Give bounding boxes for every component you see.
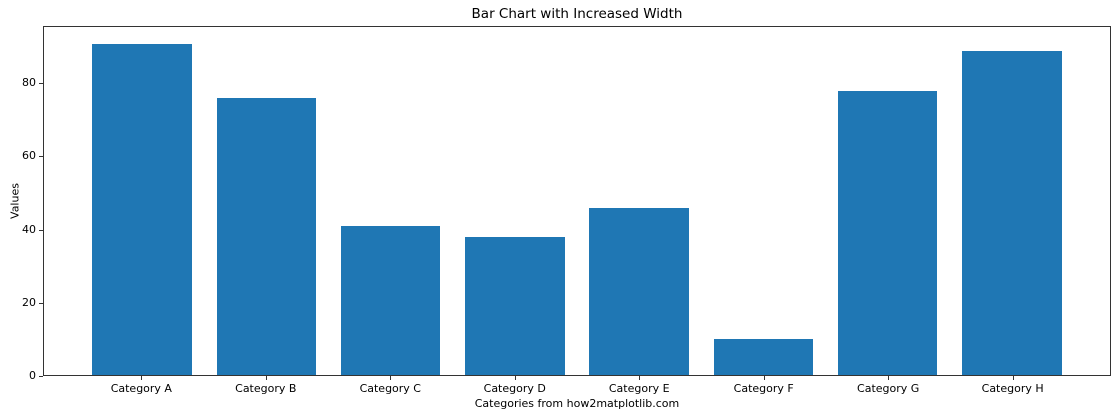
y-tick-mark	[39, 302, 43, 304]
x-tick-label-category-c: Category C	[359, 382, 421, 395]
bar-category-h	[962, 51, 1062, 375]
x-tick-mark	[639, 376, 641, 380]
x-tick-mark	[390, 376, 392, 380]
x-tick-label-category-d: Category D	[483, 382, 546, 395]
y-tick-mark	[39, 376, 43, 377]
chart-title: Bar Chart with Increased Width	[471, 6, 683, 22]
y-tick-mark	[39, 83, 43, 85]
bar-category-b	[216, 98, 317, 375]
x-tick-mark	[141, 376, 143, 380]
x-tick-mark	[1012, 376, 1014, 380]
x-tick-label-category-a: Category A	[110, 382, 172, 395]
y-tick-label-0: 0	[29, 369, 36, 382]
y-tick-label-60: 60	[22, 149, 36, 163]
y-tick-label-20: 20	[22, 295, 36, 309]
bar-category-d	[465, 236, 565, 375]
bar-category-g	[837, 91, 938, 375]
y-axis-label: Values	[8, 183, 22, 219]
y-tick-mark	[39, 156, 43, 158]
x-axis-label: Categories from how2matplotlib.com	[474, 397, 680, 410]
plot-area	[43, 26, 1111, 376]
y-tick-label-40: 40	[22, 222, 36, 236]
x-tick-label-category-h: Category H	[981, 382, 1044, 395]
x-tick-label-category-f: Category F	[733, 382, 794, 395]
x-tick-mark	[514, 376, 516, 380]
x-tick-label-category-b: Category B	[235, 382, 297, 395]
bar-category-a	[92, 43, 192, 375]
bar-category-f	[713, 338, 814, 375]
bar-category-e	[589, 207, 689, 375]
y-tick-mark	[39, 229, 43, 231]
x-tick-mark	[265, 376, 267, 380]
y-tick-label-80: 80	[22, 76, 36, 90]
x-tick-label-category-g: Category G	[857, 382, 920, 395]
x-tick-mark	[763, 376, 765, 380]
bar-category-c	[340, 225, 441, 375]
x-tick-mark	[888, 376, 890, 380]
x-tick-label-category-e: Category E	[608, 382, 670, 395]
